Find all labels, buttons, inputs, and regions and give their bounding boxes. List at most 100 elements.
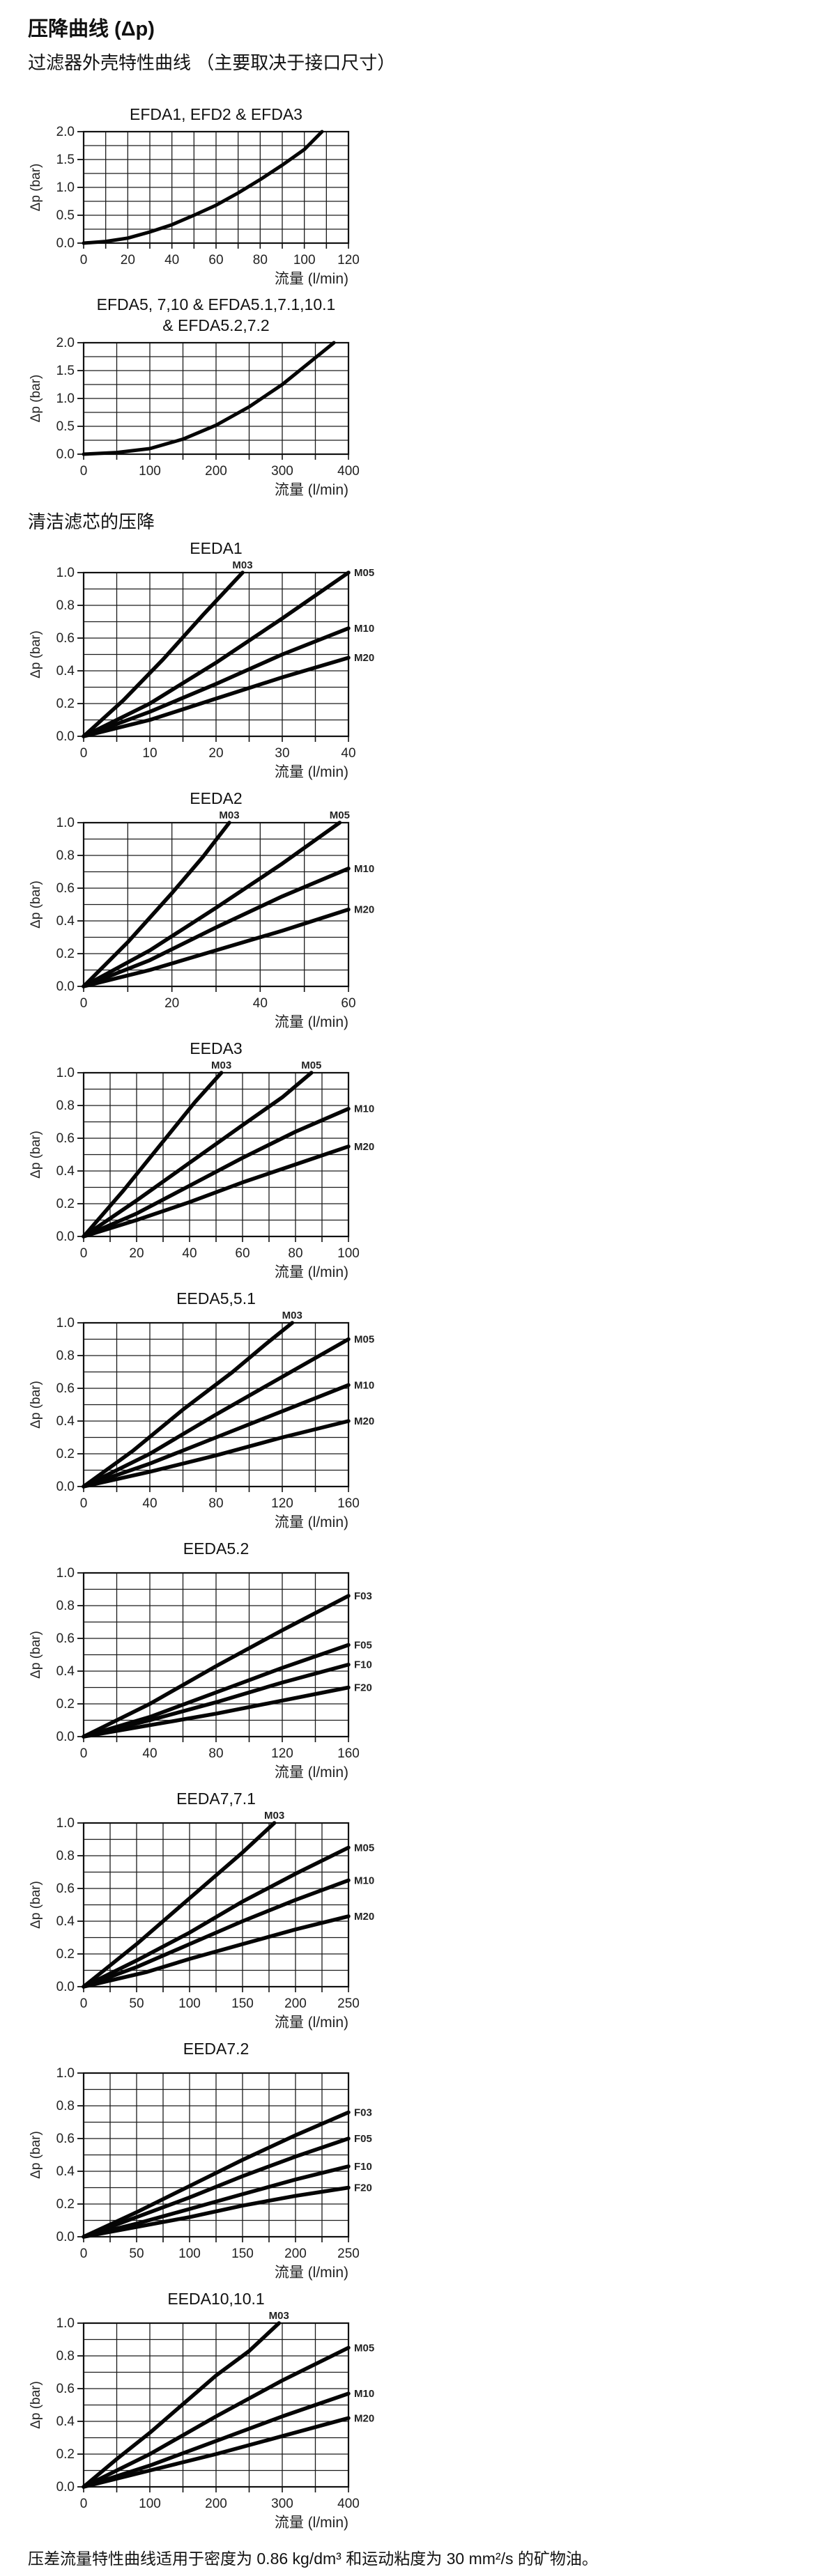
svg-text:80: 80 <box>288 1246 302 1261</box>
svg-text:流量 (l/min): 流量 (l/min) <box>275 2265 348 2281</box>
svg-text:0.4: 0.4 <box>56 1664 75 1679</box>
chart-eeda1: EEDA1 0 10 20 30 40 0.0 0.2 0.4 0.6 0.8 1.0 流量 (l/m… <box>28 534 431 784</box>
svg-text:0.0: 0.0 <box>56 447 75 462</box>
svg-text:M20: M20 <box>354 652 374 664</box>
element-col: EEDA5,5.1 0 40 80 120 160 0.0 0.2 0.4 0.6 0.8 1.0 流… <box>28 1284 431 1534</box>
svg-text:120: 120 <box>271 1496 293 1511</box>
chart-title: EEDA7.2 <box>84 2034 348 2059</box>
svg-text:60: 60 <box>235 1246 250 1261</box>
chart-eeda2: EEDA2 0 20 40 60 0.0 0.2 0.4 0.6 0.8 1.0 流量 (l/min… <box>28 784 431 1034</box>
chart-canvas-eeda5-2: 0 40 80 120 160 0.0 0.2 0.4 0.6 0.8 1.0 流量 (l/min) Δ… <box>28 1559 431 1784</box>
svg-text:Δp (bar): Δp (bar) <box>29 164 43 212</box>
chart-canvas-efda5: 0 100 200 300 400 0.0 0.5 1.0 1.5 2.0 流量 (l/min) Δp… <box>28 336 431 501</box>
svg-text:0.8: 0.8 <box>56 598 75 613</box>
svg-text:0: 0 <box>80 2247 88 2261</box>
svg-text:0.8: 0.8 <box>56 1599 75 1613</box>
chart-title: EEDA10,10.1 <box>84 2284 348 2309</box>
element-col: EEDA2 0 20 40 60 0.0 0.2 0.4 0.6 0.8 1.0 流量 (l/min… <box>28 784 431 1034</box>
svg-text:M05: M05 <box>354 2342 374 2354</box>
svg-text:M03: M03 <box>211 1060 231 1071</box>
svg-text:20: 20 <box>164 996 179 1011</box>
chart-eeda3: EEDA3 0 20 40 60 80 100 0.0 0.2 0.4 0.6 0.8 1.0 流量 (… <box>28 1034 431 1284</box>
chart-title-line: EEDA7,7.1 <box>176 1790 256 1808</box>
svg-text:M03: M03 <box>219 809 239 821</box>
chart-title-line: EFDA5, 7,10 & EFDA5.1,7.1,10.1 <box>96 295 336 313</box>
svg-text:M10: M10 <box>354 1875 374 1886</box>
svg-text:160: 160 <box>337 1746 360 1761</box>
svg-text:150: 150 <box>231 1996 254 2011</box>
chart-title-line2: & EFDA5.2,7.2 <box>162 316 270 334</box>
svg-text:Δp (bar): Δp (bar) <box>29 1881 43 1929</box>
svg-text:M03: M03 <box>232 559 252 571</box>
svg-text:0.0: 0.0 <box>56 1730 75 1744</box>
page-title: 压降曲线 (Δp) <box>28 18 155 40</box>
housing-charts-row: EFDA1, EFD2 & EFDA3 0 20 40 60 80 100 120 0.0 0.… <box>28 79 821 501</box>
svg-text:40: 40 <box>341 746 355 761</box>
svg-text:0.2: 0.2 <box>56 1447 75 1461</box>
svg-text:0.4: 0.4 <box>56 1914 75 1929</box>
chart-title: EEDA5.2 <box>84 1534 348 1559</box>
chart-eeda7-7-1: EEDA7,7.1 0 50 100 150 200 250 0.0 0.2 0.4 0.6 0.8… <box>28 1784 431 2034</box>
svg-text:流量 (l/min): 流量 (l/min) <box>275 2515 348 2531</box>
svg-text:0.0: 0.0 <box>56 979 75 994</box>
housing-section-title: 过滤器外壳特性曲线 （主要取决于接口尺寸） <box>28 52 396 73</box>
svg-text:M10: M10 <box>354 623 374 635</box>
svg-text:1.0: 1.0 <box>56 1316 75 1330</box>
svg-text:1.0: 1.0 <box>56 2066 75 2081</box>
chart-title: EEDA5,5.1 <box>84 1284 348 1309</box>
chart-title-line: EEDA7.2 <box>183 2040 250 2058</box>
svg-text:20: 20 <box>208 746 223 761</box>
svg-text:F20: F20 <box>354 1682 372 1694</box>
svg-text:0.2: 0.2 <box>56 1197 75 1211</box>
svg-text:1.5: 1.5 <box>56 153 75 167</box>
svg-text:0.4: 0.4 <box>56 1164 75 1179</box>
svg-text:Δp (bar): Δp (bar) <box>29 2131 43 2179</box>
svg-text:80: 80 <box>208 1746 223 1761</box>
chart-title: EEDA2 <box>84 784 348 809</box>
svg-text:0.2: 0.2 <box>56 697 75 711</box>
chart-title-line: EEDA2 <box>190 789 243 807</box>
chart-title: EEDA3 <box>84 1034 348 1059</box>
svg-text:0.4: 0.4 <box>56 2164 75 2179</box>
svg-text:流量 (l/min): 流量 (l/min) <box>275 271 348 286</box>
svg-text:F10: F10 <box>354 1659 372 1671</box>
chart-title: EFDA5, 7,10 & EFDA5.1,7.1,10.1 & EFDA5.2… <box>84 290 348 336</box>
svg-text:0.6: 0.6 <box>56 2132 75 2146</box>
svg-text:40: 40 <box>253 996 268 1011</box>
svg-text:1.0: 1.0 <box>56 391 75 406</box>
chart-efda5-7-10: EFDA5, 7,10 & EFDA5.1,7.1,10.1 & EFDA5.2… <box>28 290 431 501</box>
svg-text:F03: F03 <box>354 1590 372 1602</box>
chart-canvas-efda1: 0 20 40 60 80 100 120 0.0 0.5 1.0 1.5 2.0 流量 (l/min)… <box>28 125 431 290</box>
svg-text:M03: M03 <box>269 2310 289 2322</box>
chart-title-line: EEDA5,5.1 <box>176 1289 256 1308</box>
element-section-title: 清洁滤芯的压降 <box>28 511 155 532</box>
svg-text:M10: M10 <box>354 1103 374 1115</box>
svg-text:80: 80 <box>208 1496 223 1511</box>
svg-text:Δp (bar): Δp (bar) <box>29 1631 43 1679</box>
element-col: EEDA5.2 0 40 80 120 160 0.0 0.2 0.4 0.6 0.8 1.0 流量 … <box>28 1534 431 1784</box>
svg-text:100: 100 <box>139 2497 161 2511</box>
svg-text:流量 (l/min): 流量 (l/min) <box>275 1014 348 1030</box>
svg-text:40: 40 <box>164 253 179 267</box>
svg-text:0.8: 0.8 <box>56 1099 75 1113</box>
svg-text:0.4: 0.4 <box>56 664 75 678</box>
svg-text:120: 120 <box>271 1746 293 1761</box>
svg-text:M20: M20 <box>354 1911 374 1923</box>
svg-text:M05: M05 <box>354 567 374 579</box>
svg-text:1.0: 1.0 <box>56 816 75 830</box>
chart-eeda5-2: EEDA5.2 0 40 80 120 160 0.0 0.2 0.4 0.6 0.8 1.0 流量 … <box>28 1534 431 1784</box>
chart-title-line: EEDA5.2 <box>183 1539 250 1558</box>
svg-text:0.0: 0.0 <box>56 729 75 744</box>
svg-text:40: 40 <box>142 1746 157 1761</box>
svg-text:300: 300 <box>271 2497 293 2511</box>
svg-text:M10: M10 <box>354 2388 374 2400</box>
svg-text:0: 0 <box>80 1496 88 1511</box>
svg-text:流量 (l/min): 流量 (l/min) <box>275 1514 348 1530</box>
svg-text:F03: F03 <box>354 2106 372 2118</box>
chart-title-line: EFDA1, EFD2 & EFDA3 <box>130 105 302 123</box>
svg-text:0.2: 0.2 <box>56 2447 75 2462</box>
svg-text:50: 50 <box>129 2247 144 2261</box>
svg-text:0.8: 0.8 <box>56 1849 75 1863</box>
svg-text:120: 120 <box>337 253 360 267</box>
